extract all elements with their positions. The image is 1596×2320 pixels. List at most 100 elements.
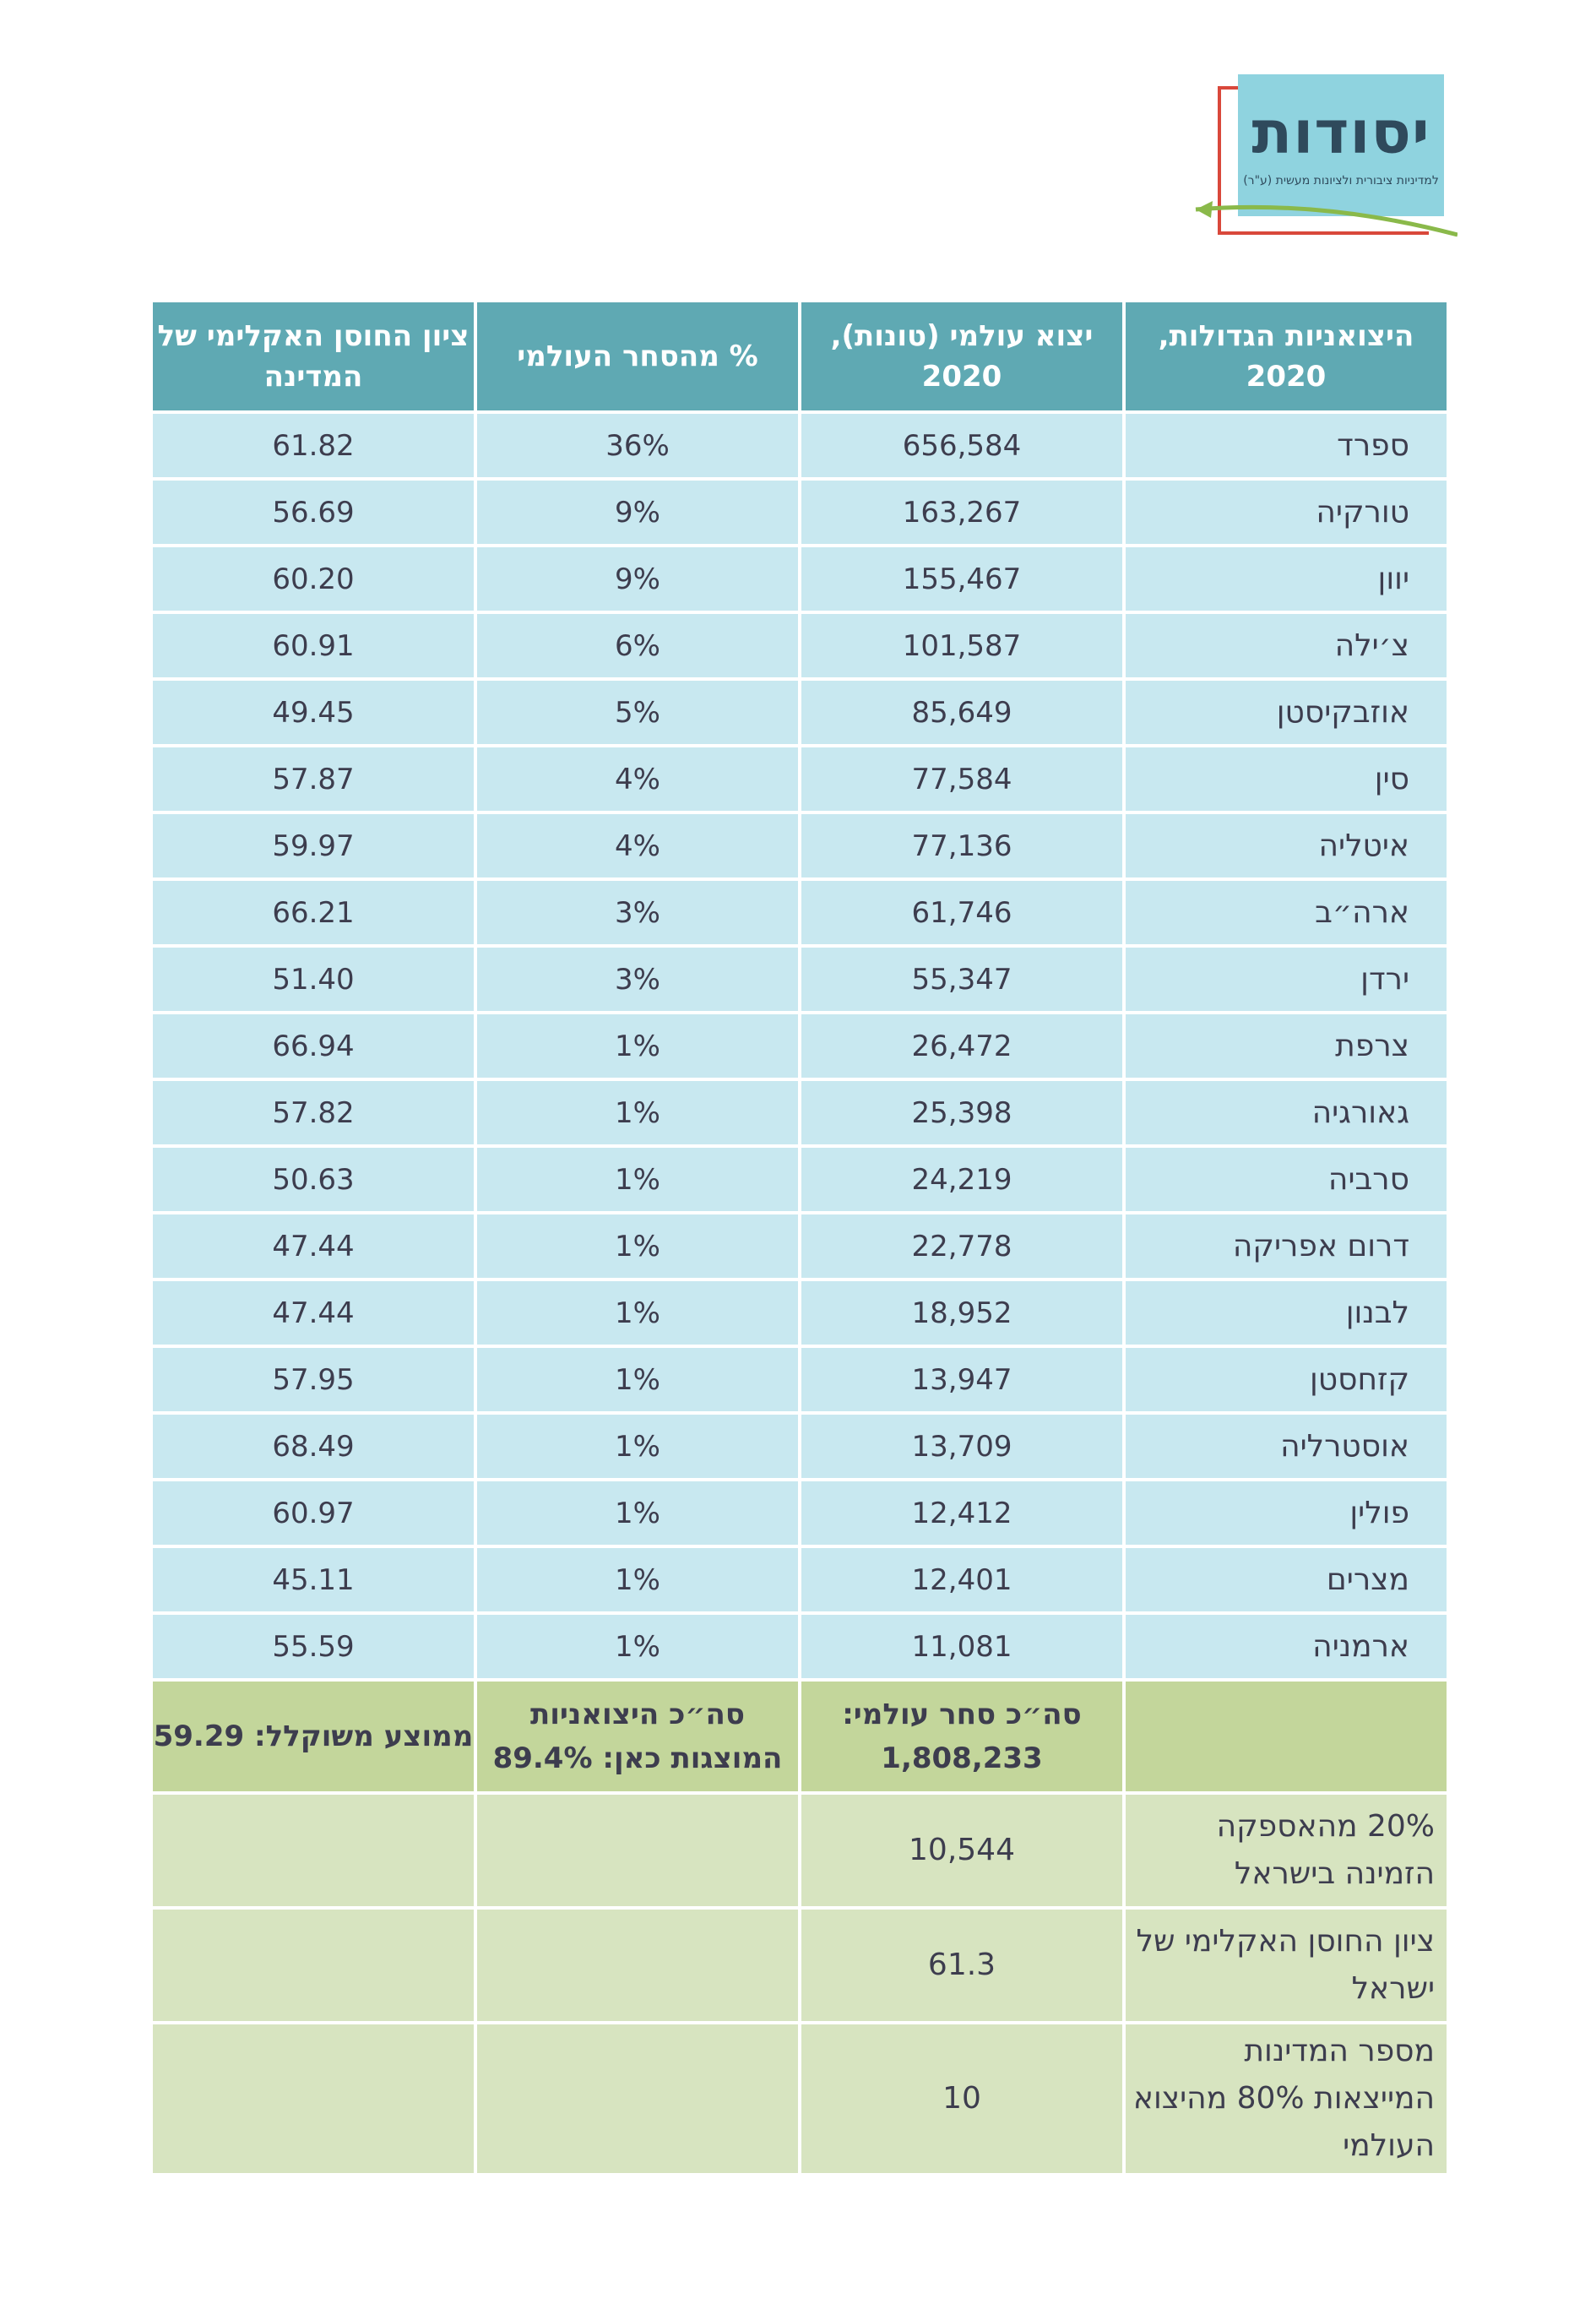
country-cell: טורקיה bbox=[1122, 477, 1450, 547]
score-cell: 49.45 bbox=[149, 677, 477, 747]
share-cell: 1% bbox=[474, 1078, 801, 1148]
share-cell: 36% bbox=[474, 410, 801, 481]
country-cell: לבנון bbox=[1122, 1278, 1450, 1348]
export-cell: 101,587 bbox=[798, 611, 1126, 681]
extra-label-cell: ציון החוסן האקלימי של ישראל bbox=[1122, 1906, 1450, 2024]
score-cell: 66.21 bbox=[149, 877, 477, 948]
extra-label-cell: מספר המדינות המייצאות 80% מהיצוא העולמי bbox=[1122, 2021, 1450, 2176]
extra-empty-cell bbox=[474, 1791, 801, 1910]
score-cell: 45.11 bbox=[149, 1545, 477, 1615]
totals-label-cell bbox=[1122, 1678, 1450, 1795]
score-cell: 55.59 bbox=[149, 1611, 477, 1682]
header-share: % מהסחר העולמי bbox=[474, 299, 801, 414]
country-cell: ירדן bbox=[1122, 944, 1450, 1014]
score-cell: 60.91 bbox=[149, 611, 477, 681]
score-cell: 47.44 bbox=[149, 1211, 477, 1281]
table-row: מצרים 12,401 1% 45.11 bbox=[149, 1545, 1450, 1615]
export-cell: 13,709 bbox=[798, 1411, 1126, 1481]
country-cell: סין bbox=[1122, 744, 1450, 814]
export-cell: 55,347 bbox=[798, 944, 1126, 1014]
extra-row-israel-score: ציון החוסן האקלימי של ישראל 61.3 bbox=[149, 1906, 1450, 2024]
header-score: ציון החוסן האקלימי של המדינה bbox=[149, 299, 477, 414]
extra-empty-cell bbox=[149, 2021, 477, 2176]
data-table: היצואניות הגדולות, 2020 יצוא עולמי (טונו… bbox=[149, 299, 1450, 2176]
share-cell: 9% bbox=[474, 477, 801, 547]
share-cell: 6% bbox=[474, 611, 801, 681]
share-cell: 1% bbox=[474, 1144, 801, 1214]
export-cell: 25,398 bbox=[798, 1078, 1126, 1148]
table-row: ארה״ב 61,746 3% 66.21 bbox=[149, 877, 1450, 948]
extra-label-cell: 20% מהאספקה הזמינה בישראל bbox=[1122, 1791, 1450, 1910]
table-row: טורקיה 163,267 9% 56.69 bbox=[149, 477, 1450, 547]
score-cell: 66.94 bbox=[149, 1011, 477, 1081]
export-cell: 61,746 bbox=[798, 877, 1126, 948]
table-row: אוזבקיסטן 85,649 5% 49.45 bbox=[149, 677, 1450, 747]
score-cell: 57.82 bbox=[149, 1078, 477, 1148]
share-cell: 9% bbox=[474, 544, 801, 614]
table-row: ארמניה 11,081 1% 55.59 bbox=[149, 1611, 1450, 1682]
header-countries: היצואניות הגדולות, 2020 bbox=[1122, 299, 1450, 414]
table-row: לבנון 18,952 1% 47.44 bbox=[149, 1278, 1450, 1348]
export-cell: 11,081 bbox=[798, 1611, 1126, 1682]
header-export: יצוא עולמי (טונות), 2020 bbox=[798, 299, 1126, 414]
share-cell: 4% bbox=[474, 811, 801, 881]
country-cell: גאורגיה bbox=[1122, 1078, 1450, 1148]
country-cell: אוסטרליה bbox=[1122, 1411, 1450, 1481]
share-cell: 5% bbox=[474, 677, 801, 747]
table-row: צרפת 26,472 1% 66.94 bbox=[149, 1011, 1450, 1081]
score-cell: 50.63 bbox=[149, 1144, 477, 1214]
table-row: ספרד 656,584 36% 61.82 bbox=[149, 410, 1450, 481]
export-cell: 155,467 bbox=[798, 544, 1126, 614]
logo-title: יסודות bbox=[1251, 98, 1430, 167]
logo-arrow-icon bbox=[1195, 201, 1458, 237]
table-row: פולין 12,412 1% 60.97 bbox=[149, 1478, 1450, 1548]
share-cell: 1% bbox=[474, 1411, 801, 1481]
extra-value-cell: 10,544 bbox=[798, 1791, 1126, 1910]
extra-empty-cell bbox=[149, 1791, 477, 1910]
country-cell: סרביה bbox=[1122, 1144, 1450, 1214]
table-row: איטליה 77,136 4% 59.97 bbox=[149, 811, 1450, 881]
country-cell: קזחסטן bbox=[1122, 1345, 1450, 1415]
table-row: ירדן 55,347 3% 51.40 bbox=[149, 944, 1450, 1014]
table-header-row: היצואניות הגדולות, 2020 יצוא עולמי (טונו… bbox=[149, 299, 1450, 414]
table-row: קזחסטן 13,947 1% 57.95 bbox=[149, 1345, 1450, 1415]
score-cell: 61.82 bbox=[149, 410, 477, 481]
country-cell: דרום אפריקה bbox=[1122, 1211, 1450, 1281]
score-cell: 59.97 bbox=[149, 811, 477, 881]
totals-share-cell: סה״כ היצואניות המוצגות כאן: 89.4% bbox=[474, 1678, 801, 1795]
export-cell: 13,947 bbox=[798, 1345, 1126, 1415]
score-cell: 60.20 bbox=[149, 544, 477, 614]
olive-export-table: היצואניות הגדולות, 2020 יצוא עולמי (טונו… bbox=[149, 299, 1450, 2176]
extra-value-cell: 10 bbox=[798, 2021, 1126, 2176]
country-cell: צ׳ילה bbox=[1122, 611, 1450, 681]
share-cell: 3% bbox=[474, 944, 801, 1014]
score-cell: 60.97 bbox=[149, 1478, 477, 1548]
country-cell: ארה״ב bbox=[1122, 877, 1450, 948]
score-cell: 57.95 bbox=[149, 1345, 477, 1415]
share-cell: 4% bbox=[474, 744, 801, 814]
share-cell: 1% bbox=[474, 1011, 801, 1081]
share-cell: 1% bbox=[474, 1478, 801, 1548]
share-cell: 1% bbox=[474, 1211, 801, 1281]
export-cell: 77,584 bbox=[798, 744, 1126, 814]
country-cell: פולין bbox=[1122, 1478, 1450, 1548]
export-cell: 22,778 bbox=[798, 1211, 1126, 1281]
logo-box: יסודות למדיניות ציבורית ולציונות מעשית (… bbox=[1238, 74, 1444, 216]
score-cell: 47.44 bbox=[149, 1278, 477, 1348]
share-cell: 1% bbox=[474, 1345, 801, 1415]
share-cell: 1% bbox=[474, 1278, 801, 1348]
export-cell: 26,472 bbox=[798, 1011, 1126, 1081]
country-cell: יוון bbox=[1122, 544, 1450, 614]
table-row: צ׳ילה 101,587 6% 60.91 bbox=[149, 611, 1450, 681]
export-cell: 24,219 bbox=[798, 1144, 1126, 1214]
share-cell: 3% bbox=[474, 877, 801, 948]
table-row: דרום אפריקה 22,778 1% 47.44 bbox=[149, 1211, 1450, 1281]
extra-row-supply: 20% מהאספקה הזמינה בישראל 10,544 bbox=[149, 1791, 1450, 1910]
country-cell: צרפת bbox=[1122, 1011, 1450, 1081]
country-cell: ארמניה bbox=[1122, 1611, 1450, 1682]
extra-empty-cell bbox=[474, 1906, 801, 2024]
export-cell: 77,136 bbox=[798, 811, 1126, 881]
score-cell: 57.87 bbox=[149, 744, 477, 814]
country-cell: איטליה bbox=[1122, 811, 1450, 881]
share-cell: 1% bbox=[474, 1545, 801, 1615]
